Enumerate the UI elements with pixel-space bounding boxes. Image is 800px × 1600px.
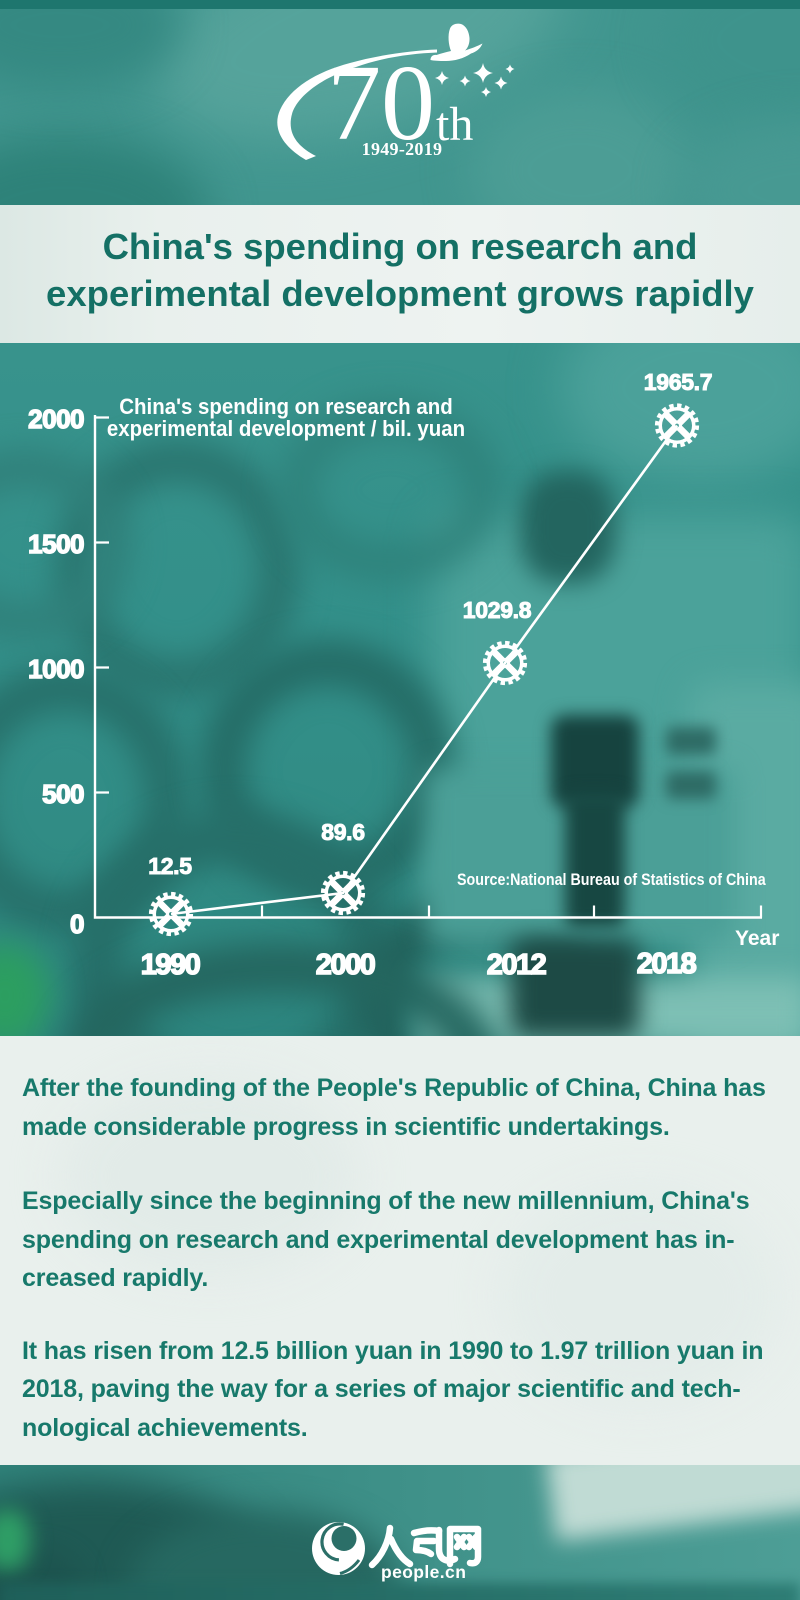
svg-text:th: th	[436, 98, 473, 151]
svg-text:1949-2019: 1949-2019	[362, 139, 443, 159]
svg-text:70: 70	[327, 44, 435, 163]
svg-text:people.cn: people.cn	[381, 1562, 466, 1582]
